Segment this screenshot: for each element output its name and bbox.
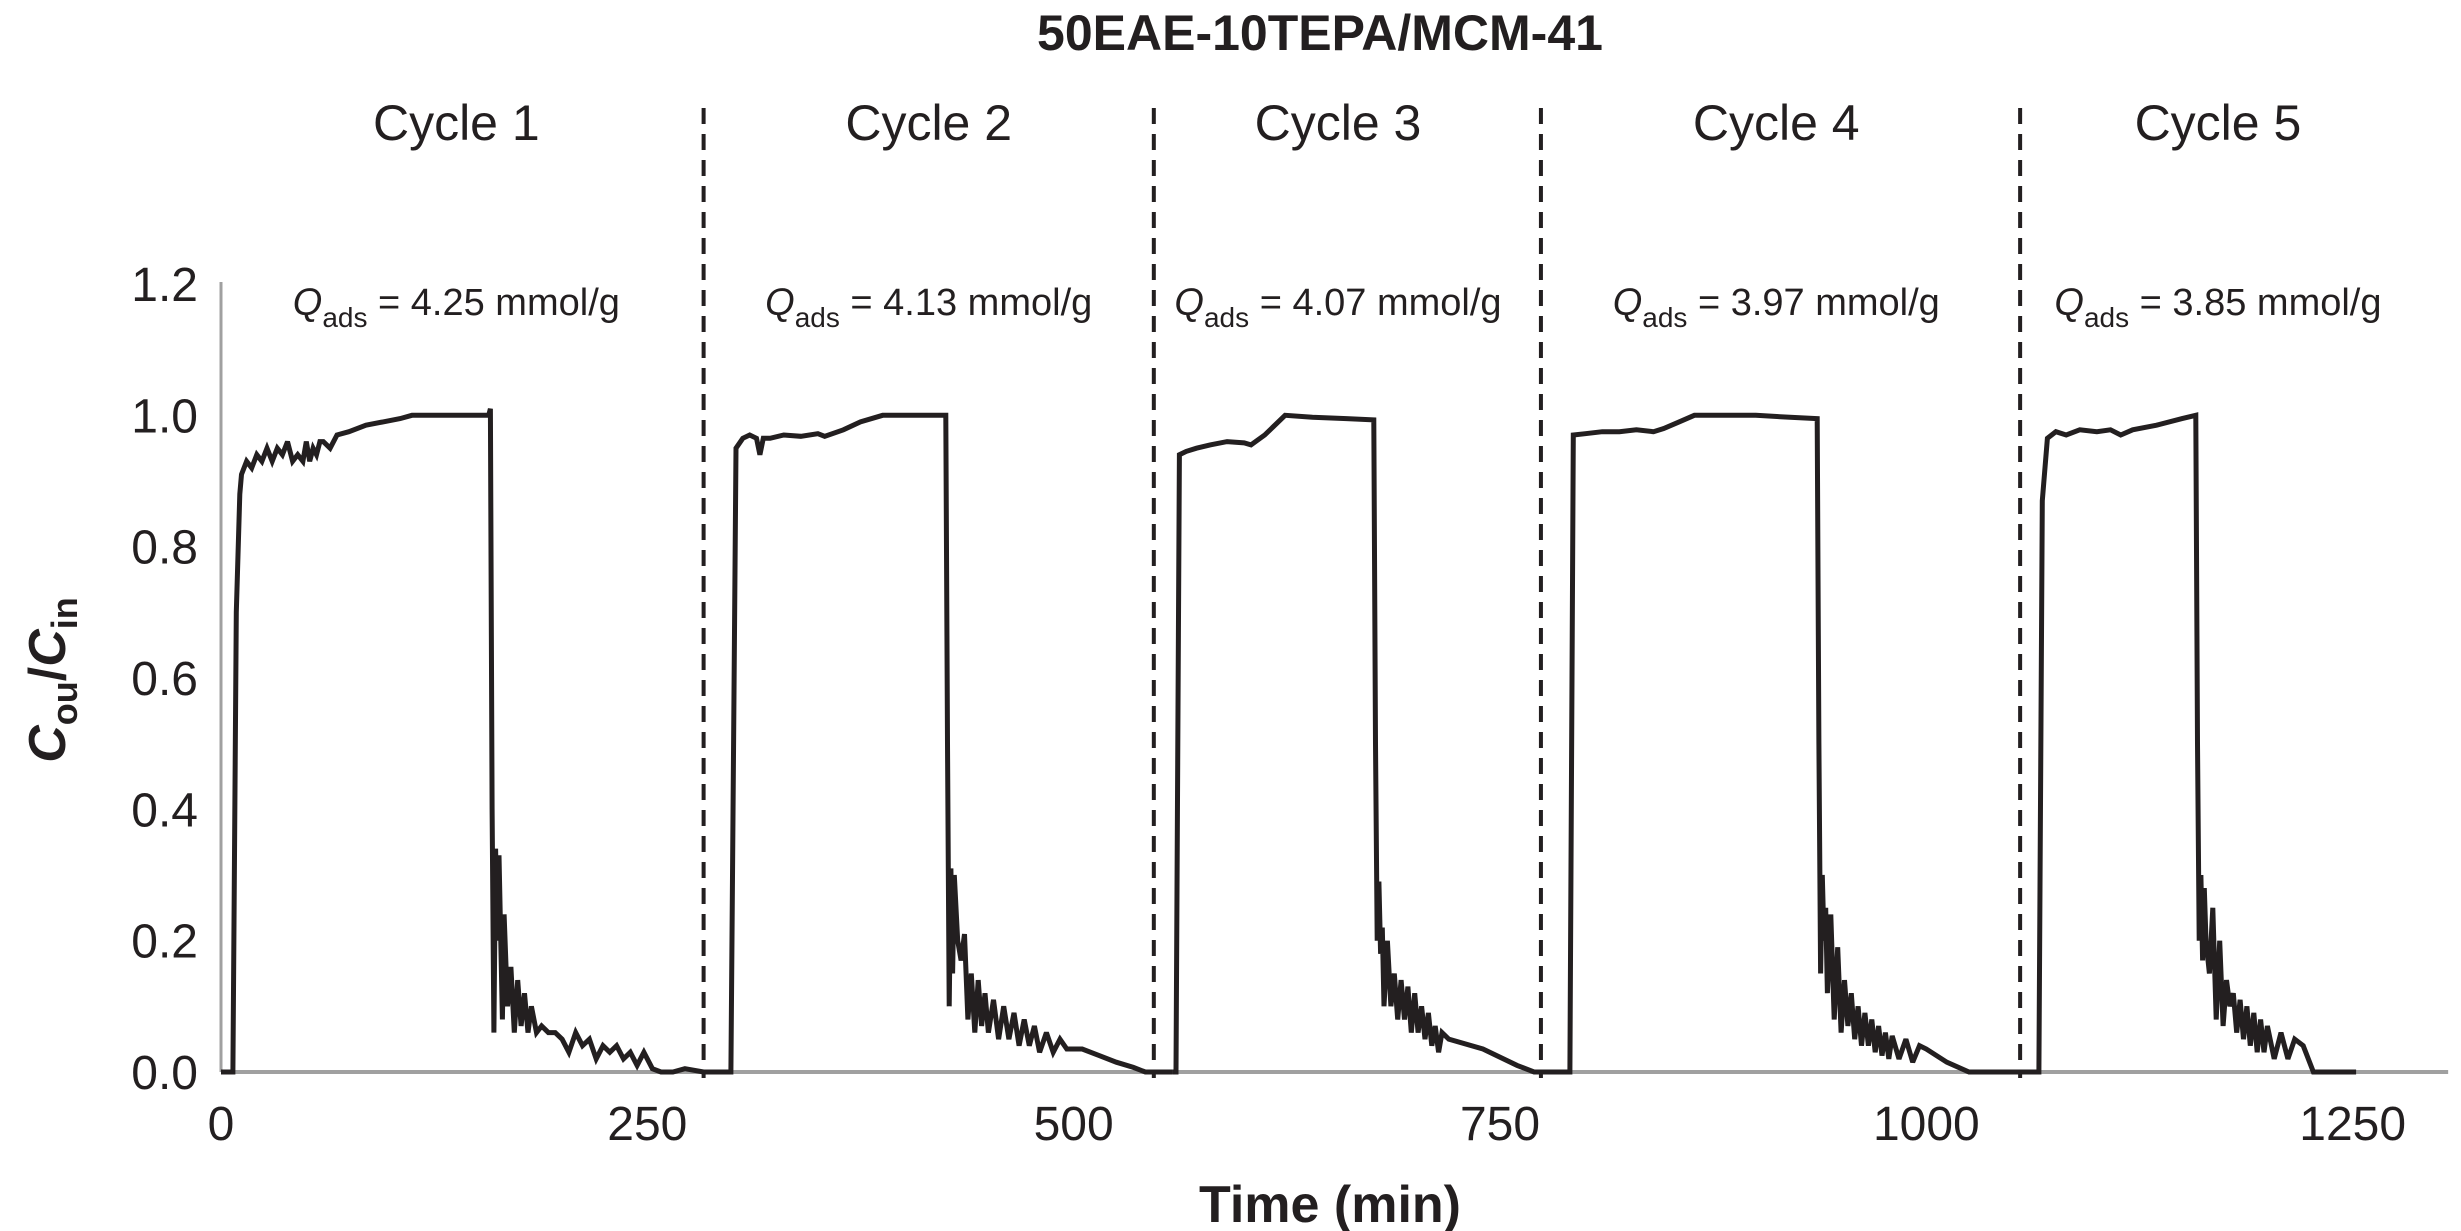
- series-line-cycle-3: [1172, 412, 1567, 1075]
- cycle-label: Cycle 2: [845, 95, 1012, 151]
- series-line-cycle-5: [2035, 412, 2357, 1075]
- y-tick-label: 0.2: [131, 916, 198, 969]
- y-tick-label: 0.8: [131, 522, 198, 575]
- q-symbol: Q: [1613, 282, 1643, 324]
- q-symbol: Q: [293, 282, 323, 324]
- y-tick-label: 0.0: [131, 1047, 198, 1100]
- q-ads-labels: Qads = 4.25 mmol/g Qads = 4.13 mmol/g Qads…: [293, 282, 2382, 333]
- y-axis-title-c2: C: [19, 628, 77, 667]
- q-subscript: ads: [1204, 302, 1249, 333]
- y-axis-title-slash: /: [19, 667, 77, 681]
- q-value: = 4.25 mmol/g: [367, 282, 619, 324]
- q-ads-label: Qads = 3.85 mmol/g: [2054, 282, 2381, 333]
- q-value: = 3.85 mmol/g: [2129, 282, 2381, 324]
- y-axis-title-sub-in: in: [44, 597, 85, 629]
- y-axis-title-sub-ou: ou: [44, 681, 85, 725]
- x-tick-label: 0: [208, 1098, 235, 1151]
- q-ads-label: Qads = 3.97 mmol/g: [1613, 282, 1940, 333]
- cycle-label: Cycle 1: [373, 95, 540, 151]
- x-tick-labels: 0 250 500 750 1000 1250: [208, 1098, 2406, 1151]
- cycle-label: Cycle 3: [1255, 95, 1422, 151]
- chart-title: 50EAE-10TEPA/MCM-41: [1037, 5, 1603, 61]
- q-ads-label: Qads = 4.13 mmol/g: [765, 282, 1092, 333]
- y-axis-title: Cou/Cin: [19, 597, 85, 763]
- series-line-cycle-4: [1566, 412, 2036, 1075]
- y-tick-label: 0.6: [131, 653, 198, 706]
- y-axis-title-c1: C: [19, 724, 77, 763]
- cycle-label: Cycle 5: [2135, 95, 2302, 151]
- q-ads-label: Qads = 4.25 mmol/g: [293, 282, 620, 333]
- q-subscript: ads: [322, 302, 367, 333]
- series-group: [221, 408, 2357, 1075]
- x-tick-label: 750: [1460, 1098, 1540, 1151]
- x-tick-label: 250: [607, 1098, 687, 1151]
- q-subscript: ads: [1642, 302, 1687, 333]
- y-tick-labels: 0.0 0.2 0.4 0.6 0.8 1.0 1.2: [131, 259, 198, 1100]
- series-line-cycle-2: [727, 412, 1173, 1075]
- q-symbol: Q: [1174, 282, 1204, 324]
- q-subscript: ads: [795, 302, 840, 333]
- x-tick-label: 1000: [1873, 1098, 1980, 1151]
- q-ads-label: Qads = 4.07 mmol/g: [1174, 282, 1501, 333]
- x-tick-label: 1250: [2299, 1098, 2406, 1151]
- y-tick-label: 1.0: [131, 390, 198, 443]
- cycle-labels: Cycle 1 Cycle 2 Cycle 3 Cycle 4 Cycle 5: [373, 95, 2301, 151]
- x-tick-label: 500: [1034, 1098, 1114, 1151]
- q-symbol: Q: [2054, 282, 2084, 324]
- series-line-cycle-1: [221, 408, 728, 1075]
- q-value: = 4.13 mmol/g: [840, 282, 1092, 324]
- x-axis-title: Time (min): [1199, 1176, 1461, 1231]
- y-tick-label: 0.4: [131, 784, 198, 837]
- y-tick-label: 1.2: [131, 259, 198, 312]
- cycle-dividers: [701, 108, 2023, 1078]
- q-subscript: ads: [2084, 302, 2129, 333]
- q-value: = 3.97 mmol/g: [1687, 282, 1939, 324]
- cycle-label: Cycle 4: [1693, 95, 1860, 151]
- q-symbol: Q: [765, 282, 795, 324]
- q-value: = 4.07 mmol/g: [1249, 282, 1501, 324]
